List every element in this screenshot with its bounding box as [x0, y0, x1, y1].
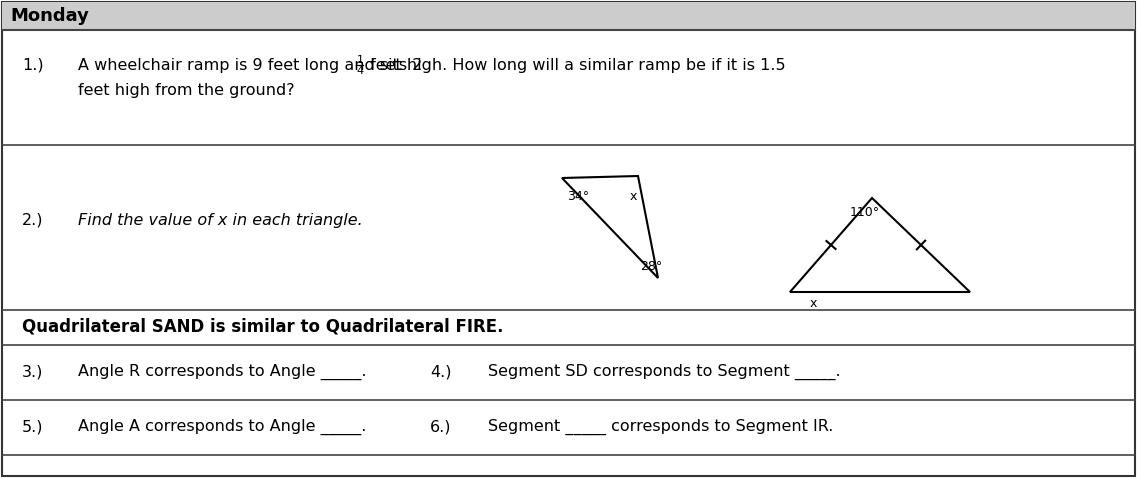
Text: Segment SD corresponds to Segment _____.: Segment SD corresponds to Segment _____. — [488, 364, 840, 380]
Bar — [2, 2, 1135, 30]
Text: Find the value of x in each triangle.: Find the value of x in each triangle. — [78, 213, 363, 228]
Text: Monday: Monday — [10, 7, 89, 25]
Text: 4: 4 — [356, 66, 364, 76]
Text: A wheelchair ramp is 9 feet long and sits 2: A wheelchair ramp is 9 feet long and sit… — [78, 57, 422, 73]
Text: feet high. How long will a similar ramp be if it is 1.5: feet high. How long will a similar ramp … — [365, 57, 786, 73]
Text: 1: 1 — [356, 55, 364, 65]
Text: 3.): 3.) — [22, 365, 43, 380]
Text: 5.): 5.) — [22, 420, 43, 435]
Text: Segment _____ corresponds to Segment IR.: Segment _____ corresponds to Segment IR. — [488, 419, 833, 435]
Text: 2.): 2.) — [22, 213, 43, 228]
Text: feet high from the ground?: feet high from the ground? — [78, 83, 294, 98]
Text: x: x — [630, 190, 638, 203]
Text: Quadrilateral SAND is similar to Quadrilateral FIRE.: Quadrilateral SAND is similar to Quadril… — [22, 318, 504, 336]
Text: 4.): 4.) — [430, 365, 451, 380]
Text: Angle A corresponds to Angle _____.: Angle A corresponds to Angle _____. — [78, 419, 366, 435]
Text: Angle R corresponds to Angle _____.: Angle R corresponds to Angle _____. — [78, 364, 366, 380]
Text: 1.): 1.) — [22, 57, 43, 73]
Text: 6.): 6.) — [430, 420, 451, 435]
Text: 28°: 28° — [640, 260, 662, 273]
Text: x: x — [810, 297, 818, 310]
Text: 110°: 110° — [850, 206, 880, 219]
Text: 34°: 34° — [567, 190, 589, 203]
